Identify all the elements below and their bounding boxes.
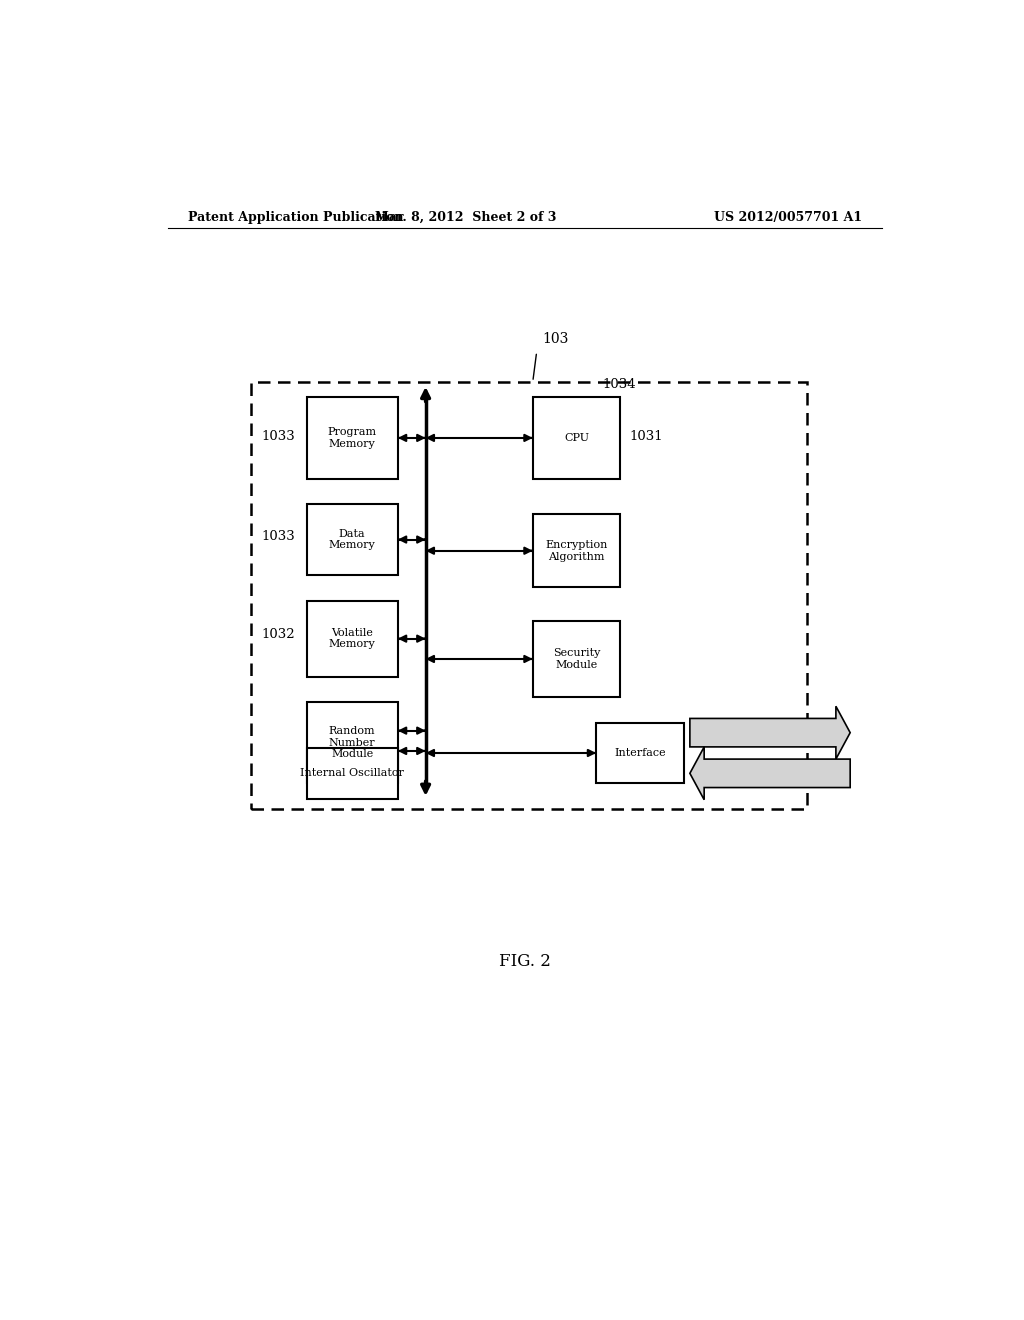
Bar	[306, 397, 397, 479]
Text: 1033: 1033	[261, 531, 295, 543]
Text: Security
Module: Security Module	[553, 648, 600, 669]
Text: Patent Application Publication: Patent Application Publication	[187, 211, 403, 224]
Bar	[306, 601, 397, 677]
Bar	[532, 515, 621, 587]
Text: Program
Memory: Program Memory	[328, 428, 377, 449]
Text: Encryption
Algorithm: Encryption Algorithm	[545, 540, 607, 561]
Text: US 2012/0057701 A1: US 2012/0057701 A1	[714, 211, 862, 224]
Bar	[306, 748, 397, 799]
Text: 103: 103	[543, 333, 568, 346]
Text: CPU: CPU	[564, 433, 589, 444]
Bar	[532, 397, 621, 479]
Text: 1031: 1031	[630, 430, 664, 444]
Text: Mar. 8, 2012  Sheet 2 of 3: Mar. 8, 2012 Sheet 2 of 3	[375, 211, 556, 224]
Text: Volatile
Memory: Volatile Memory	[329, 628, 376, 649]
Text: Internal Oscillator: Internal Oscillator	[300, 768, 404, 779]
Bar	[251, 381, 807, 809]
Text: 1032: 1032	[261, 627, 295, 640]
Bar	[532, 620, 621, 697]
Text: Random
Number
Module: Random Number Module	[329, 726, 376, 759]
Text: 1034: 1034	[602, 378, 636, 391]
Bar	[306, 702, 397, 784]
Text: FIG. 2: FIG. 2	[499, 953, 551, 970]
Bar	[306, 504, 397, 576]
Text: 1033: 1033	[261, 430, 295, 444]
Text: Interface: Interface	[614, 748, 666, 758]
Bar	[596, 722, 684, 784]
Polygon shape	[690, 747, 850, 800]
Text: Data
Memory: Data Memory	[329, 529, 376, 550]
Polygon shape	[690, 706, 850, 759]
